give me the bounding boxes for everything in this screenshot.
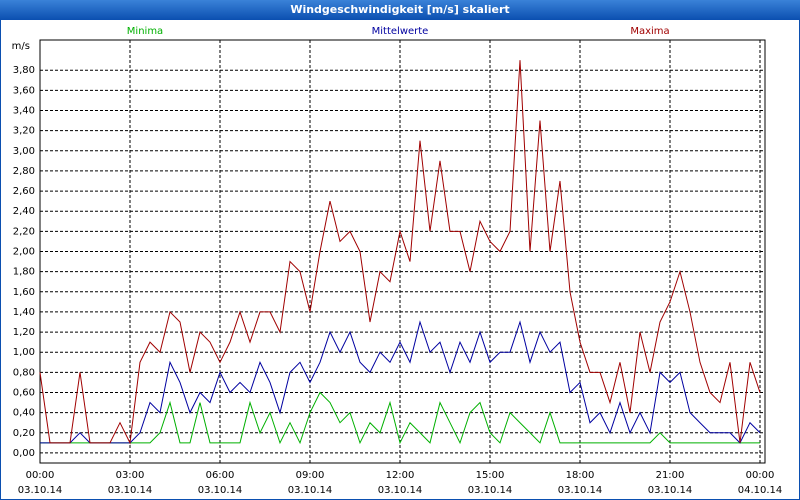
y-tick-label: 3,40 <box>13 106 35 117</box>
x-tick-label: 00:00 <box>26 470 55 481</box>
y-axis-label: m/s <box>12 41 30 52</box>
x-tick-label: 06:00 <box>206 470 235 481</box>
y-tick-label: 1,40 <box>13 307 35 318</box>
y-tick-label: 2,40 <box>13 206 35 217</box>
x-tick-date: 03.10.14 <box>558 485 603 496</box>
y-tick-label: 0,80 <box>13 367 35 378</box>
y-tick-label: 0,40 <box>13 408 35 419</box>
x-tick-label: 18:00 <box>566 470 595 481</box>
data-line <box>40 320 761 444</box>
title-bar <box>0 0 800 20</box>
x-tick-date: 03.10.14 <box>108 485 153 496</box>
legend-entry: Maxima <box>630 26 669 37</box>
x-tick-date: 03.10.14 <box>18 485 63 496</box>
y-tick-label: 1,20 <box>13 327 35 338</box>
x-tick-date: 03.10.14 <box>288 485 333 496</box>
data-line <box>40 391 760 445</box>
y-tick-label: 2,00 <box>13 247 35 258</box>
chart-title: Windgeschwindigkeit [m/s] skaliert <box>290 3 509 16</box>
x-tick-date: 03.10.14 <box>378 485 423 496</box>
y-tick-label: 1,80 <box>13 267 35 278</box>
y-tick-label: 3,20 <box>13 126 35 137</box>
x-tick-label: 21:00 <box>656 470 685 481</box>
y-tick-label: 2,60 <box>13 186 35 197</box>
y-tick-label: 1,00 <box>13 347 35 358</box>
x-tick-label: 00:00 <box>746 470 775 481</box>
data-line <box>39 60 761 445</box>
y-tick-label: 0,60 <box>13 388 35 399</box>
x-tick-label: 12:00 <box>386 470 415 481</box>
y-tick-label: 3,00 <box>13 146 35 157</box>
legend-entry: Mittelwerte <box>372 26 429 37</box>
y-tick-label: 2,20 <box>13 226 35 237</box>
x-tick-label: 09:00 <box>296 470 325 481</box>
plot-border <box>39 39 766 464</box>
legend-entry: Minima <box>127 26 163 37</box>
y-tick-label: 2,80 <box>13 166 35 177</box>
y-tick-label: 3,80 <box>13 65 35 76</box>
x-tick-date: 03.10.14 <box>198 485 243 496</box>
x-tick-date: 03.10.14 <box>468 485 513 496</box>
y-tick-label: 1,60 <box>13 287 35 298</box>
x-tick-date: 03.10.14 <box>648 485 693 496</box>
x-tick-label: 03:00 <box>116 470 145 481</box>
x-tick-label: 15:00 <box>476 470 505 481</box>
y-tick-label: 3,60 <box>13 85 35 96</box>
x-tick-date: 04.10.14 <box>738 485 783 496</box>
y-tick-label: 0,20 <box>13 428 35 439</box>
y-tick-label: 0,00 <box>13 448 35 459</box>
